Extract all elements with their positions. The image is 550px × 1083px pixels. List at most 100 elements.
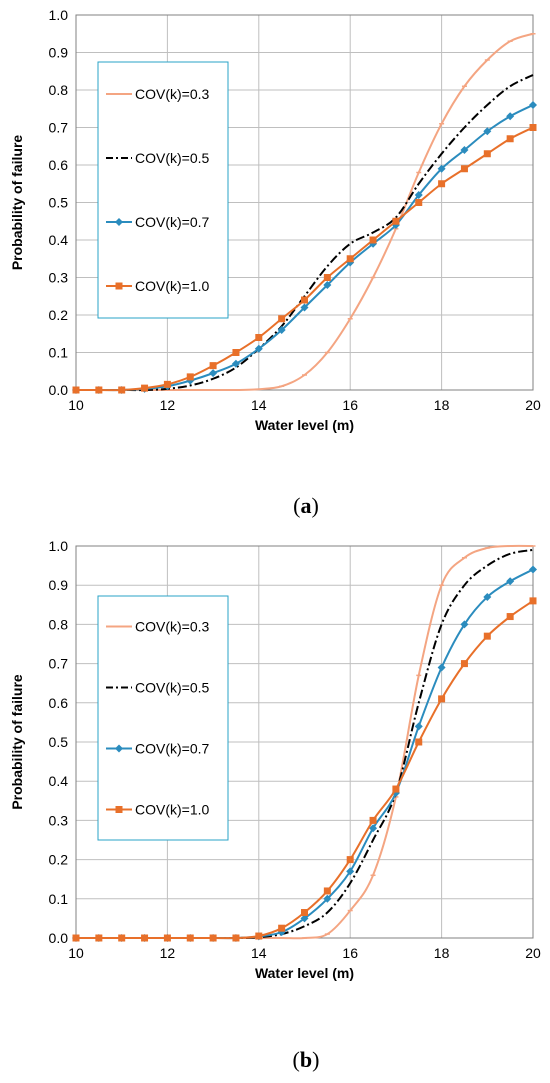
data-point bbox=[186, 934, 194, 942]
y-tick-label: 1.0 bbox=[49, 7, 69, 23]
data-point bbox=[392, 217, 400, 225]
legend-box bbox=[97, 595, 229, 841]
panel-label: (a) bbox=[293, 493, 319, 518]
data-point bbox=[460, 620, 469, 629]
data-point bbox=[301, 296, 308, 304]
data-point bbox=[323, 894, 332, 903]
data-point bbox=[278, 924, 286, 932]
legend-label: COV(k)=0.3 bbox=[135, 86, 210, 102]
y-tick-label: 0.8 bbox=[49, 82, 69, 98]
data-point bbox=[301, 909, 308, 917]
data-point bbox=[506, 112, 515, 121]
legend-entry: COV(k)=0.5 bbox=[106, 680, 210, 696]
data-point bbox=[415, 738, 423, 746]
legend-entry: COV(k)=0.3 bbox=[106, 619, 210, 635]
data-point bbox=[346, 856, 354, 864]
series-2 bbox=[76, 548, 534, 940]
legend-entry: COV(k)=0.3 bbox=[106, 86, 210, 102]
legend: COV(k)=0.3 COV(k)=0.5 COV(k)=0.7 COV(k)=1.0 bbox=[97, 61, 229, 319]
legend-label: COV(k)=0.3 bbox=[135, 619, 210, 635]
y-tick-label: 0.6 bbox=[49, 157, 69, 173]
y-tick-label: 0.3 bbox=[49, 812, 69, 828]
y-tick-label: 0.1 bbox=[49, 891, 69, 907]
data-point bbox=[506, 135, 514, 143]
legend-box bbox=[97, 61, 229, 319]
series-4 bbox=[72, 124, 537, 394]
legend-label: COV(k)=0.7 bbox=[135, 741, 210, 757]
x-tick-label: 16 bbox=[342, 945, 358, 961]
x-tick-label: 10 bbox=[68, 397, 84, 413]
x-tick-label: 14 bbox=[251, 397, 267, 413]
data-point bbox=[483, 592, 492, 601]
legend-entry: COV(k)=0.7 bbox=[106, 741, 210, 757]
data-point bbox=[209, 934, 217, 942]
series-line bbox=[76, 548, 534, 940]
x-tick-label: 18 bbox=[434, 945, 450, 961]
chart-panel-a: 10 12 14 16 18 20 0.0 0.1 0.2 0.3 0.4 0.5 0.6 0.7 0.8 0… bbox=[9, 7, 541, 518]
data-point bbox=[300, 303, 309, 312]
data-point bbox=[277, 326, 286, 334]
legend-entry: COV(k)=0.5 bbox=[106, 150, 210, 166]
series-4 bbox=[72, 597, 537, 942]
data-point bbox=[255, 334, 263, 341]
data-point bbox=[141, 934, 149, 942]
data-point bbox=[115, 282, 123, 290]
data-point bbox=[529, 101, 537, 109]
data-point bbox=[231, 359, 240, 368]
data-point bbox=[369, 824, 378, 833]
data-point bbox=[483, 150, 491, 158]
data-point bbox=[483, 127, 492, 136]
x-tick-label: 12 bbox=[160, 945, 176, 961]
data-point bbox=[529, 124, 537, 131]
y-tick-label: 0.2 bbox=[49, 307, 69, 323]
x-tick-label: 10 bbox=[68, 945, 84, 961]
data-point bbox=[438, 180, 446, 188]
data-point bbox=[300, 914, 309, 923]
data-point bbox=[141, 384, 149, 392]
data-point bbox=[460, 146, 469, 154]
data-point bbox=[72, 934, 80, 942]
data-point bbox=[186, 373, 194, 381]
legend-label: COV(k)=0.5 bbox=[135, 150, 210, 166]
data-point bbox=[506, 613, 514, 621]
data-point bbox=[460, 660, 468, 668]
y-tick-label: 0.0 bbox=[49, 382, 69, 398]
data-point bbox=[323, 281, 332, 289]
y-tick-label: 0.5 bbox=[49, 734, 69, 750]
data-point bbox=[346, 255, 354, 263]
data-point bbox=[163, 934, 171, 942]
x-tick-label: 14 bbox=[251, 945, 267, 961]
x-tick-label: 16 bbox=[342, 397, 358, 413]
data-point bbox=[232, 934, 240, 942]
data-point bbox=[254, 344, 263, 353]
y-tick-label: 0.2 bbox=[49, 852, 69, 868]
y-tick-label: 0.1 bbox=[49, 345, 69, 361]
x-axis-label: Water level (m) bbox=[255, 417, 354, 433]
data-point bbox=[95, 934, 103, 942]
y-axis-label: Probability of failure bbox=[9, 135, 25, 271]
legend-entry: COV(k)=0.7 bbox=[106, 214, 210, 230]
y-tick-label: 0.7 bbox=[49, 656, 69, 672]
legend-entry: COV(k)=1.0 bbox=[106, 278, 210, 294]
y-tick-label: 0.3 bbox=[49, 270, 69, 286]
y-axis-label: Probability of failure bbox=[9, 674, 25, 810]
chart-panel-b: 10 12 14 16 18 20 0.0 0.1 0.2 0.3 0.4 0.5 0.6 0.7 0.8 0… bbox=[9, 538, 541, 1072]
data-point bbox=[438, 695, 446, 703]
data-point bbox=[278, 315, 286, 323]
legend-label: COV(k)=1.0 bbox=[135, 802, 210, 818]
data-point bbox=[323, 274, 331, 281]
y-tick-label: 0.4 bbox=[49, 232, 69, 248]
y-tick-label: 0.9 bbox=[49, 577, 69, 593]
y-tick-label: 0.8 bbox=[49, 616, 69, 632]
y-tick-label: 0.4 bbox=[49, 773, 69, 789]
y-tick-label: 0.0 bbox=[49, 930, 69, 946]
data-point bbox=[118, 386, 126, 394]
data-point bbox=[346, 867, 355, 876]
data-point bbox=[392, 785, 400, 793]
series-2 bbox=[76, 74, 534, 392]
data-point bbox=[369, 816, 377, 824]
series-line bbox=[76, 74, 534, 392]
legend: COV(k)=0.3 COV(k)=0.5 COV(k)=0.7 COV(k)=1.0 bbox=[97, 595, 229, 841]
data-point bbox=[115, 218, 123, 226]
